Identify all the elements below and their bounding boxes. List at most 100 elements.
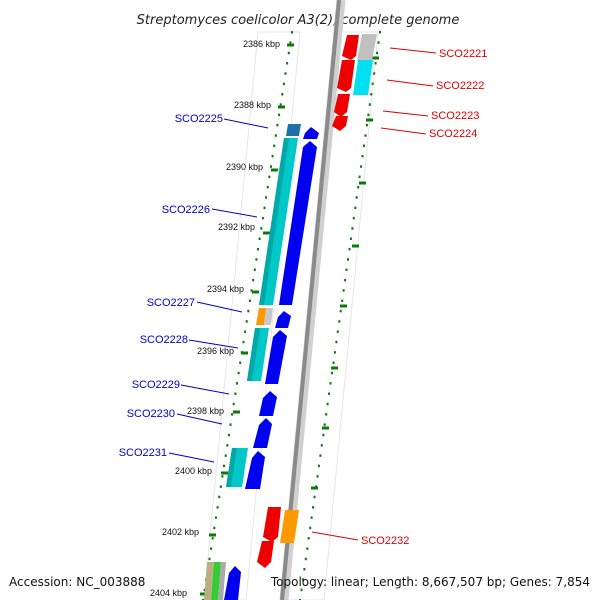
gene-label-sco2228[interactable]: SCO2228 [140,334,188,346]
tick-dot [329,382,332,385]
gene-sco2229[interactable] [259,391,277,416]
tick-dot [244,330,247,333]
tick-dot [339,309,342,313]
tick-dot [345,268,348,271]
genome-axis [280,0,341,600]
kbp-major-ticks [200,43,379,596]
label-line [389,47,437,54]
tick-dot [223,464,225,468]
gene-sco2227[interactable] [256,308,291,328]
reverse-label-lines [311,47,437,541]
gene-sco2228[interactable] [247,328,287,384]
label-line [176,413,223,425]
gene-sco2230[interactable] [253,418,272,448]
forward-lane-band [203,31,301,600]
tick-dot [363,144,365,148]
tick-dot [237,371,240,375]
tick-dot [309,526,312,530]
tick-dot [354,206,357,210]
tick-dot [268,175,271,179]
tick-dot [282,82,285,86]
gene-label-sco2232[interactable]: SCO2232 [361,535,409,547]
gene-sco2223[interactable] [334,94,350,117]
tick-dot [245,320,248,323]
tick-dot [224,454,227,457]
tick-dot [320,444,323,447]
label-line [223,118,269,129]
tick-dot [328,392,331,395]
tick-dot [273,144,276,148]
tick-dot [355,196,358,199]
tick-dot [348,247,351,251]
tick-dot [255,258,258,261]
tick-dot [266,185,269,189]
gene-cluster-bottom[interactable] [204,562,241,600]
gene-label-sco2226[interactable]: SCO2226 [162,204,210,216]
tick-dot [232,402,235,406]
tick-dot [307,537,310,540]
cds-arrow [342,35,359,60]
tick-dot [368,103,371,106]
tick-dot [326,402,329,406]
label-line [380,127,427,135]
tick-dot [261,216,264,220]
tick-dot [304,557,307,561]
tick-dot [234,392,237,395]
tick-dot [360,165,363,168]
tick-dot [317,464,320,468]
tick-dot [260,227,263,230]
tick-dot [377,41,380,44]
tick-dot [218,495,221,499]
tick-dot [303,568,306,571]
tick-dot [284,72,287,75]
label-line [311,531,359,541]
genome-summary-text: Topology: linear; Length: 8,667,507 bp; … [270,575,590,589]
tick-dot [364,134,367,137]
tick-dot [351,227,354,230]
forward-label-lines [168,118,269,463]
gene-label-sco2225[interactable]: SCO2225 [175,113,223,125]
tick-dot [250,289,253,292]
tick-dot [210,547,213,550]
gene-label-sco2227[interactable]: SCO2227 [147,297,195,309]
gene-bar-edge [226,448,237,487]
tick-dot [226,444,229,447]
tick-dot [376,51,379,55]
label-line [196,301,243,313]
gene-sco2222[interactable] [337,60,373,95]
gene-label-sco2223[interactable]: SCO2223 [431,110,479,122]
gene-sco2225[interactable] [286,124,319,139]
tick-dot [286,62,289,65]
tick-dot [316,475,319,478]
kbp-label: 2386 kbp [243,39,280,49]
kbp-label: 2388 kbp [234,100,271,110]
kbp-label: 2394 kbp [207,284,244,294]
tick-dot [301,578,304,581]
tick-dot [229,423,232,426]
gene-bar [256,308,266,325]
tick-dot [281,93,284,96]
gene-bar [280,510,299,543]
gene-label-sco2231[interactable]: SCO2231 [119,447,167,459]
gene-label-sco2221[interactable]: SCO2221 [439,48,487,60]
gene-label-sco2230[interactable]: SCO2230 [127,408,175,420]
tick-dot [231,413,234,416]
tick-dot [358,175,361,179]
gene-sco2221[interactable] [342,34,377,61]
tick-dot [274,134,277,137]
tick-dot [357,185,360,189]
kbp-label: 2392 kbp [218,222,255,232]
gene-sco2232[interactable] [257,507,299,568]
gene-label-sco2224[interactable]: SCO2224 [429,128,477,140]
tick-dot [323,423,326,426]
tick-dot [379,31,381,34]
tick-dot [289,41,292,44]
gene-sco2226[interactable] [259,138,317,305]
gene-label-sco2222[interactable]: SCO2222 [436,80,484,92]
gene-sco2231[interactable] [226,448,265,489]
gene-label-sco2229[interactable]: SCO2229 [132,379,180,391]
tick-dot [342,289,345,292]
tick-dot [221,475,224,478]
gene-sco2224[interactable] [332,116,348,131]
gene-bar [264,308,273,325]
